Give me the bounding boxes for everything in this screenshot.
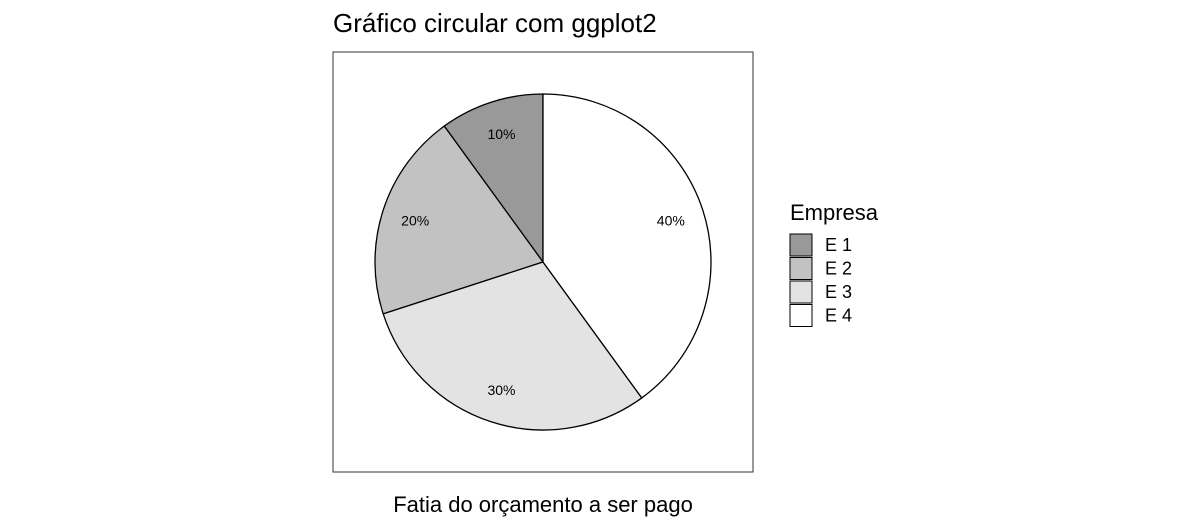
slice-label-2: 20%	[401, 212, 429, 228]
pie-slice-1	[443, 93, 544, 263]
legend-label-4: E 4	[825, 306, 852, 326]
pie-slice-4	[542, 93, 712, 399]
pie-slice-3	[382, 261, 643, 431]
pie-slice-2	[374, 125, 544, 315]
legend-title: Empresa	[790, 200, 879, 225]
slice-label-1: 10%	[487, 126, 515, 142]
legend-key-1	[789, 233, 813, 257]
chart-title: Gráfico circular com ggplot2	[333, 8, 657, 38]
legend-key-4	[789, 304, 813, 327]
slice-labels: 10% 20% 30% 40%	[401, 126, 685, 398]
slice-label-4: 40%	[657, 212, 685, 228]
pie-slices	[374, 93, 712, 431]
legend-label-2: E 2	[825, 259, 852, 279]
legend-label-1: E 1	[825, 235, 852, 255]
slice-label-3: 30%	[487, 382, 515, 398]
legend-key-2	[789, 257, 813, 280]
legend-key-3	[789, 280, 813, 304]
x-axis-title: Fatia do orçamento a ser pago	[393, 492, 693, 517]
legend: Empresa E 1 E 2 E 3 E 4	[789, 200, 879, 327]
legend-label-3: E 3	[825, 282, 852, 302]
